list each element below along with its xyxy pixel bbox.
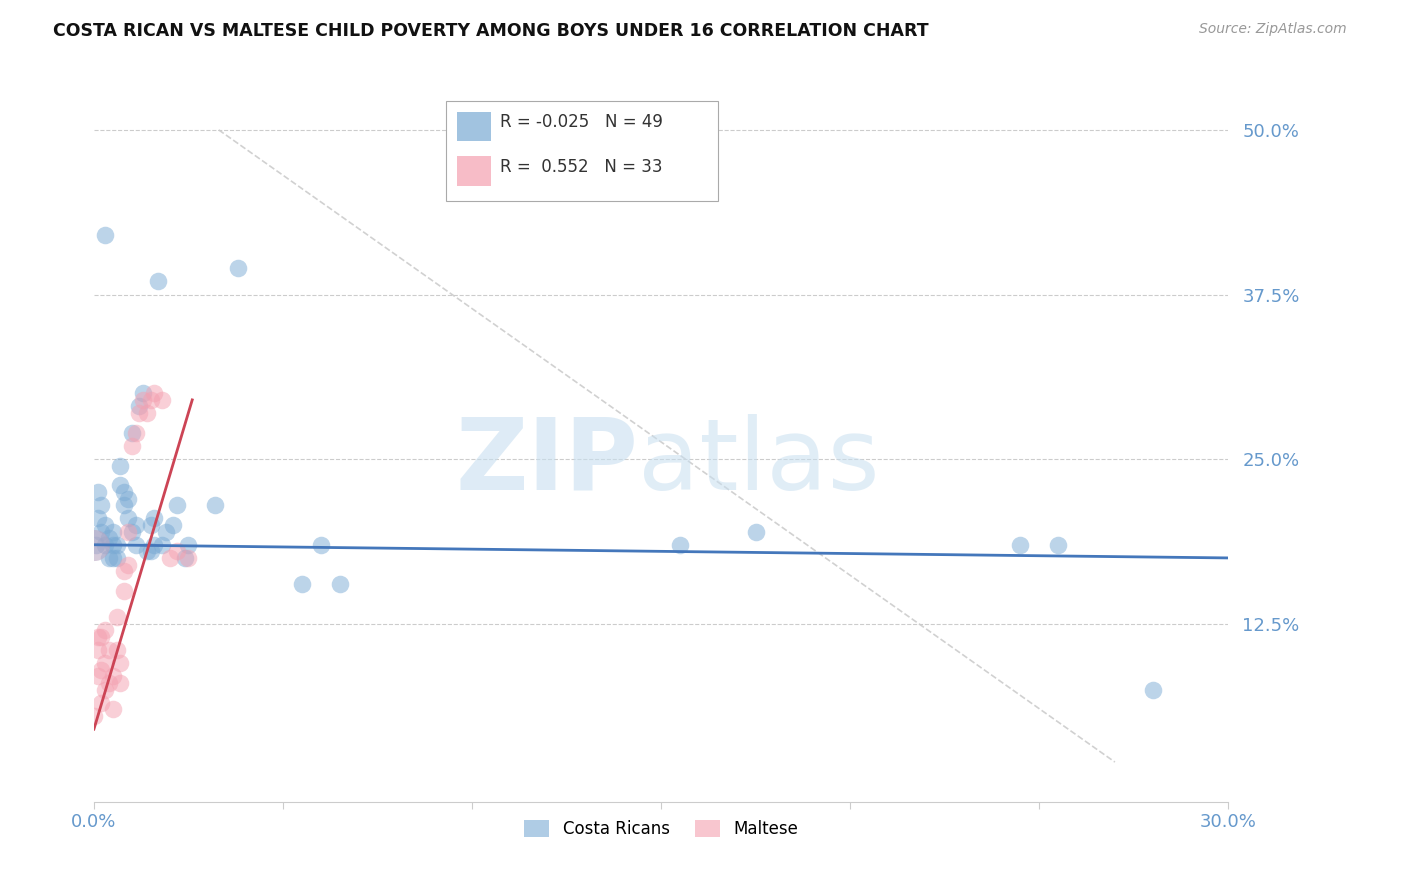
Point xyxy=(117,491,139,506)
Text: ZIP: ZIP xyxy=(456,414,638,511)
Point xyxy=(162,518,184,533)
Point xyxy=(226,261,249,276)
Point xyxy=(90,663,112,677)
Point xyxy=(124,518,146,533)
Point xyxy=(94,624,117,638)
Point xyxy=(143,511,166,525)
Point xyxy=(159,550,181,565)
Point xyxy=(124,425,146,440)
Point xyxy=(309,538,332,552)
Point xyxy=(143,538,166,552)
Point xyxy=(329,577,352,591)
Point xyxy=(84,538,107,552)
Point xyxy=(148,274,170,288)
Text: COSTA RICAN VS MALTESE CHILD POVERTY AMONG BOYS UNDER 16 CORRELATION CHART: COSTA RICAN VS MALTESE CHILD POVERTY AMO… xyxy=(53,22,929,40)
Point xyxy=(128,400,150,414)
Point xyxy=(135,544,157,558)
Point xyxy=(112,583,135,598)
Bar xyxy=(446,101,718,201)
Point xyxy=(90,630,112,644)
Text: Source: ZipAtlas.com: Source: ZipAtlas.com xyxy=(1199,22,1347,37)
Point xyxy=(150,538,173,552)
Point xyxy=(166,544,188,558)
Point xyxy=(291,577,314,591)
Point xyxy=(117,524,139,539)
Point xyxy=(132,392,155,407)
Point xyxy=(173,550,195,565)
Point xyxy=(94,518,117,533)
Point xyxy=(98,550,121,565)
Point xyxy=(105,538,128,552)
Point xyxy=(177,550,200,565)
Point xyxy=(94,538,117,552)
Point xyxy=(744,524,766,539)
Point xyxy=(90,524,112,539)
Point xyxy=(83,538,105,552)
Point xyxy=(1142,682,1164,697)
Point xyxy=(139,518,162,533)
Point xyxy=(110,657,132,671)
Point xyxy=(143,386,166,401)
Point xyxy=(101,538,124,552)
Point xyxy=(94,657,117,671)
Point xyxy=(204,498,226,512)
Point xyxy=(150,392,173,407)
Point xyxy=(117,558,139,572)
Point xyxy=(86,669,108,683)
Point xyxy=(132,386,155,401)
Point xyxy=(166,498,188,512)
Text: R = -0.025   N = 49: R = -0.025 N = 49 xyxy=(501,112,662,130)
Bar xyxy=(457,156,491,186)
Legend: Costa Ricans, Maltese: Costa Ricans, Maltese xyxy=(517,814,804,845)
Point xyxy=(101,524,124,539)
Point xyxy=(112,564,135,578)
Point xyxy=(86,511,108,525)
Point xyxy=(121,439,143,453)
Point xyxy=(90,498,112,512)
Text: R =  0.552   N = 33: R = 0.552 N = 33 xyxy=(501,158,662,177)
Point xyxy=(117,511,139,525)
Point xyxy=(86,630,108,644)
Point xyxy=(1047,538,1070,552)
Point xyxy=(105,610,128,624)
Bar xyxy=(457,112,491,142)
Text: atlas: atlas xyxy=(638,414,880,511)
Point xyxy=(94,682,117,697)
Point xyxy=(139,392,162,407)
Point xyxy=(98,676,121,690)
Point xyxy=(139,544,162,558)
Point xyxy=(669,538,692,552)
Point xyxy=(94,228,117,243)
Point xyxy=(110,458,132,473)
Point xyxy=(98,643,121,657)
Point xyxy=(83,538,105,552)
Point xyxy=(98,531,121,545)
Point xyxy=(86,643,108,657)
Point xyxy=(121,425,143,440)
Point xyxy=(90,696,112,710)
Point xyxy=(128,406,150,420)
Point xyxy=(177,538,200,552)
Point xyxy=(135,406,157,420)
Point xyxy=(112,498,135,512)
Point xyxy=(1010,538,1032,552)
Point xyxy=(110,478,132,492)
Point xyxy=(83,709,105,723)
Point xyxy=(155,524,177,539)
Point xyxy=(110,676,132,690)
Point xyxy=(124,538,146,552)
Point xyxy=(101,550,124,565)
Point xyxy=(101,702,124,716)
Point xyxy=(86,485,108,500)
Point xyxy=(105,550,128,565)
Point xyxy=(101,669,124,683)
Point xyxy=(112,485,135,500)
Point xyxy=(121,524,143,539)
Point xyxy=(105,643,128,657)
